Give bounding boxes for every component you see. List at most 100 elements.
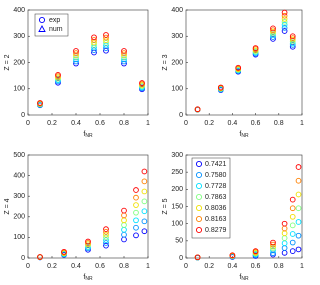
point (252, 248, 259, 254)
point (121, 50, 127, 56)
legend-marker (195, 182, 203, 190)
y-tick-label: 200 (13, 214, 25, 221)
point (133, 202, 139, 208)
y-tick-label: 400 (13, 7, 25, 14)
x-tick-label: 0.4 (228, 120, 238, 127)
point (194, 254, 201, 261)
legend-marker (195, 215, 203, 223)
point (141, 218, 148, 225)
x-tick-label: 0.2 (204, 120, 214, 127)
point (141, 178, 148, 185)
x-axis-label: fNR (239, 274, 249, 282)
legend-marker (195, 226, 203, 234)
x-tick-label: 0.6 (95, 263, 105, 270)
legend-marker (38, 16, 46, 24)
point (37, 100, 43, 106)
y-tick-label: 150 (171, 203, 183, 210)
legend-label: 0.8163 (205, 216, 227, 223)
point (270, 241, 276, 248)
point (289, 205, 296, 212)
y-axis-label: Z = 5 (162, 198, 169, 214)
legend-label: 0.7580 (205, 172, 227, 179)
point (133, 232, 139, 239)
y-tick-label: 0 (179, 112, 183, 119)
point (133, 217, 139, 224)
point (141, 198, 148, 205)
point (281, 16, 288, 22)
point (61, 248, 67, 255)
panel: 0 0.2 0.4 0.6 0.8 1 0 100 200 300 400 fNR Z = 2 exp nu… (4, 7, 150, 139)
point (121, 48, 127, 54)
legend-label: exp (49, 17, 60, 24)
point (229, 252, 236, 259)
point (121, 60, 127, 67)
legend-label: 0.7728 (205, 183, 227, 190)
x-tick-label: 0.2 (47, 120, 57, 127)
point (73, 58, 79, 65)
x-tick-label: 0 (26, 120, 30, 127)
point (295, 177, 302, 184)
y-axis-label: Z = 3 (162, 54, 169, 70)
point (281, 12, 288, 19)
x-tick-label: 0.2 (204, 263, 214, 270)
x-tick-label: 0.8 (274, 263, 284, 270)
x-tick-label: 0.2 (47, 263, 57, 270)
x-tick-label: 0.6 (95, 120, 105, 127)
y-tick-label: 0 (21, 112, 25, 119)
point (103, 228, 109, 235)
axes-box (27, 154, 149, 259)
point (295, 232, 302, 239)
x-tick-label: 0.8 (119, 263, 129, 270)
y-tick-label: 100 (13, 86, 25, 93)
y-tick-label: 500 (13, 152, 25, 159)
point (121, 52, 127, 59)
x-tick-label: 0 (26, 263, 30, 270)
y-tick-label: 200 (171, 59, 183, 66)
point (103, 237, 109, 243)
point (281, 9, 288, 16)
point (281, 18, 288, 25)
legend-label: 0.7421 (205, 161, 227, 168)
x-axis-label: fNR (83, 274, 93, 282)
x-tick-label: 1 (146, 263, 150, 270)
point (289, 239, 296, 246)
point (289, 222, 296, 229)
panel: 0 0.2 0.4 0.6 0.8 1 0 100 200 300 400 fNR Z = 3 (162, 7, 304, 139)
x-tick-label: 0.6 (251, 120, 261, 127)
point (73, 50, 79, 56)
point (289, 213, 296, 220)
legend-label: 0.8036 (205, 205, 227, 212)
y-tick-label: 300 (171, 152, 183, 159)
point (270, 245, 276, 252)
x-tick-label: 1 (146, 120, 150, 127)
point (121, 56, 127, 63)
point (103, 32, 109, 38)
point (37, 254, 43, 260)
x-axis-label-base: f (83, 274, 85, 281)
point (289, 35, 296, 41)
point (103, 34, 109, 41)
point (103, 234, 109, 241)
x-tick-label: 0.6 (251, 263, 261, 270)
legend-label: 0.7863 (205, 194, 227, 201)
panel: 0 0.2 0.4 0.6 0.8 1 0 50 100 150 200 250 300 fNR Z = 5… (162, 152, 304, 282)
point (270, 27, 276, 34)
point (91, 37, 97, 43)
y-tick-label: 200 (13, 59, 25, 66)
legend-box (191, 157, 231, 239)
x-tick-label: 1 (300, 120, 304, 127)
panel: 0 0.2 0.4 0.6 0.8 1 0 100 200 300 400 500 fNR Z = 4 (4, 152, 150, 282)
x-axis-label-sub: NR (85, 133, 93, 139)
y-axis-label: Z = 2 (4, 54, 11, 70)
point (73, 60, 79, 67)
y-tick-label: 0 (21, 255, 25, 262)
point (121, 207, 127, 214)
point (103, 231, 109, 238)
legend-label: num (49, 26, 63, 33)
y-tick-label: 100 (171, 86, 183, 93)
point (103, 226, 109, 233)
point (281, 25, 288, 31)
point (141, 188, 148, 195)
point (252, 45, 259, 51)
